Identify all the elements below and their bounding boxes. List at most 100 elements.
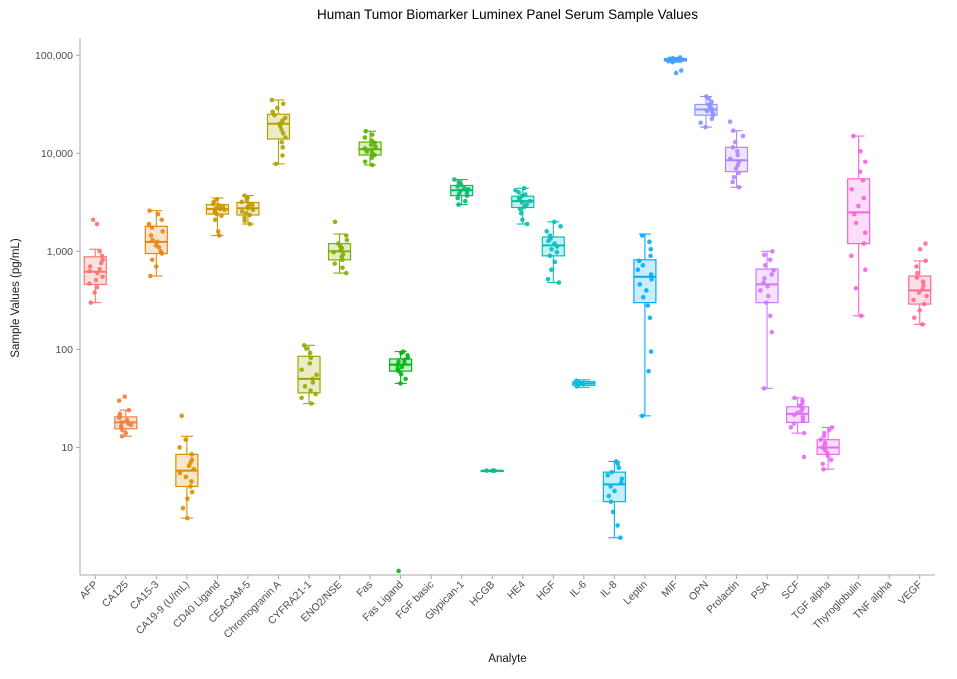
data-point bbox=[829, 425, 835, 430]
data-point bbox=[395, 366, 401, 372]
data-point bbox=[703, 124, 708, 130]
data-point bbox=[456, 179, 462, 185]
data-point bbox=[212, 217, 218, 223]
data-point bbox=[368, 142, 374, 148]
data-point bbox=[97, 249, 102, 254]
data-point bbox=[148, 233, 154, 238]
data-point bbox=[923, 258, 928, 264]
data-point bbox=[618, 535, 623, 541]
data-point bbox=[640, 413, 645, 419]
data-point bbox=[605, 472, 610, 478]
x-tick-label: HE4 bbox=[505, 579, 528, 602]
series-hcgb: HCGB bbox=[467, 468, 504, 609]
data-point bbox=[302, 384, 308, 389]
data-point bbox=[184, 515, 190, 521]
data-point bbox=[220, 204, 226, 210]
data-point bbox=[730, 179, 735, 185]
data-point bbox=[275, 105, 280, 111]
series-mif: MIF bbox=[659, 55, 688, 600]
data-point bbox=[340, 265, 345, 271]
series-ca15-3: CA15-3 bbox=[128, 208, 168, 612]
data-point bbox=[923, 241, 928, 246]
data-point bbox=[640, 263, 646, 268]
data-point bbox=[792, 395, 797, 401]
data-point bbox=[92, 290, 97, 295]
data-point bbox=[762, 276, 767, 281]
data-point bbox=[771, 268, 776, 273]
data-point bbox=[183, 474, 189, 480]
x-tick-label: PSA bbox=[749, 579, 772, 602]
data-point bbox=[308, 355, 314, 361]
y-tick-label: 10 bbox=[61, 442, 73, 454]
data-point bbox=[122, 394, 128, 399]
data-point bbox=[517, 206, 523, 212]
data-point bbox=[160, 229, 165, 234]
data-point bbox=[242, 193, 247, 198]
data-point bbox=[853, 220, 859, 226]
data-point bbox=[177, 470, 183, 476]
data-point bbox=[863, 267, 868, 272]
data-point bbox=[362, 146, 368, 151]
data-point bbox=[670, 55, 676, 61]
data-point bbox=[732, 139, 738, 145]
data-point bbox=[399, 364, 405, 370]
series-scf: SCF bbox=[779, 395, 810, 602]
data-point bbox=[648, 246, 654, 252]
data-point bbox=[606, 493, 612, 499]
data-point bbox=[767, 257, 773, 263]
data-point bbox=[647, 239, 652, 245]
data-point bbox=[87, 268, 93, 274]
data-point bbox=[644, 288, 649, 293]
data-point bbox=[849, 253, 854, 259]
data-point bbox=[247, 201, 252, 207]
data-point bbox=[924, 293, 929, 299]
data-point bbox=[856, 203, 861, 209]
data-point bbox=[920, 279, 926, 285]
data-point bbox=[93, 277, 99, 283]
series-glypican-1: Glypican-1 bbox=[423, 177, 474, 623]
data-point bbox=[126, 407, 132, 413]
data-point bbox=[344, 237, 350, 243]
data-point bbox=[637, 282, 643, 287]
data-point bbox=[343, 233, 349, 238]
data-point bbox=[513, 187, 518, 193]
data-point bbox=[283, 135, 288, 140]
data-point bbox=[310, 376, 316, 382]
data-point bbox=[574, 378, 579, 383]
data-point bbox=[216, 202, 221, 208]
data-point bbox=[215, 229, 221, 234]
data-point bbox=[736, 159, 742, 165]
data-point bbox=[336, 241, 341, 246]
data-point bbox=[219, 213, 224, 219]
data-point bbox=[735, 152, 740, 158]
data-point bbox=[667, 56, 672, 62]
data-point bbox=[373, 144, 378, 149]
data-point bbox=[616, 465, 622, 471]
series-ceacam-5: CEACAM-5 bbox=[206, 193, 260, 625]
data-point bbox=[279, 127, 284, 132]
data-point bbox=[239, 199, 245, 205]
data-point bbox=[214, 196, 220, 202]
data-point bbox=[859, 313, 864, 319]
data-point bbox=[558, 224, 563, 229]
data-point bbox=[273, 161, 279, 167]
data-point bbox=[921, 301, 927, 307]
x-tick-label: IL-8 bbox=[598, 579, 619, 600]
x-tick-label: VEGF bbox=[896, 579, 925, 608]
data-point bbox=[189, 452, 195, 457]
data-point bbox=[765, 293, 771, 299]
data-point bbox=[116, 398, 122, 403]
data-point bbox=[154, 264, 159, 269]
data-point bbox=[767, 313, 773, 319]
data-point bbox=[280, 145, 285, 150]
data-point bbox=[123, 430, 129, 436]
series-vegf: VEGF bbox=[896, 241, 932, 608]
data-point bbox=[272, 112, 277, 118]
y-tick-label: 10,000 bbox=[41, 148, 73, 160]
data-point bbox=[362, 159, 368, 165]
data-point bbox=[788, 425, 794, 430]
data-point bbox=[395, 362, 400, 368]
data-point bbox=[155, 211, 161, 217]
data-point bbox=[791, 421, 797, 426]
